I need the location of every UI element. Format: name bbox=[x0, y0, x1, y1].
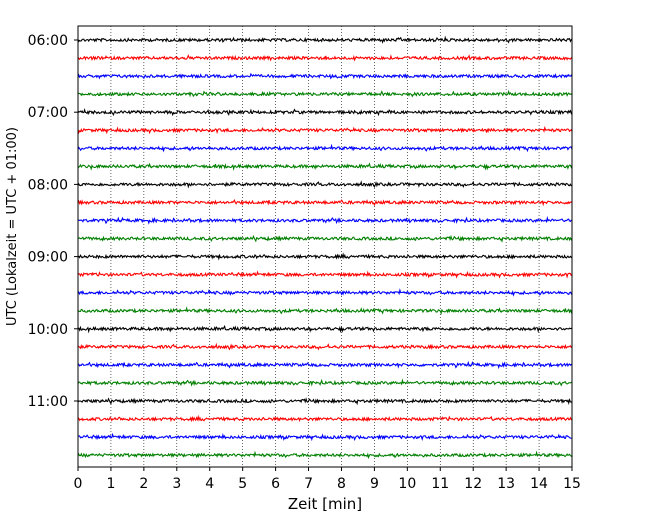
x-tick-label: 3 bbox=[172, 476, 181, 492]
x-tick-label: 10 bbox=[398, 476, 416, 492]
x-tick-label: 8 bbox=[337, 476, 346, 492]
seismic-traces bbox=[77, 35, 573, 460]
x-tick-label: 13 bbox=[497, 476, 515, 492]
trace-line bbox=[77, 378, 573, 387]
y-tick-label: 08:00 bbox=[28, 177, 68, 193]
plot-frame bbox=[77, 25, 573, 468]
trace-line bbox=[77, 414, 573, 423]
trace-line bbox=[77, 199, 573, 207]
trace-line bbox=[77, 180, 573, 189]
trace-line bbox=[77, 270, 573, 279]
x-tick-label: 11 bbox=[431, 476, 449, 492]
x-tick-label: 5 bbox=[238, 476, 247, 492]
x-tick-label: 14 bbox=[530, 476, 548, 492]
x-tick-label: 12 bbox=[464, 476, 482, 492]
trace-line bbox=[77, 252, 573, 261]
x-tick-label: 2 bbox=[139, 476, 148, 492]
trace-line bbox=[77, 306, 573, 316]
y-tick-label: 11:00 bbox=[28, 394, 68, 410]
y-tick-label: 06:00 bbox=[28, 33, 68, 49]
y-tick-label: 07:00 bbox=[28, 105, 68, 121]
trace-line bbox=[77, 432, 573, 442]
x-tick-label: 0 bbox=[74, 476, 83, 492]
trace-line bbox=[77, 215, 573, 225]
x-axis-label: Zeit [min] bbox=[288, 495, 362, 513]
trace-line bbox=[77, 35, 573, 44]
trace-line bbox=[77, 234, 573, 243]
y-tick-label: 10:00 bbox=[28, 322, 68, 338]
trace-line bbox=[77, 342, 573, 351]
trace-line bbox=[77, 107, 573, 117]
trace-line bbox=[77, 288, 573, 297]
trace-line bbox=[77, 125, 573, 135]
trace-line bbox=[77, 450, 573, 460]
x-tick-label: 9 bbox=[370, 476, 379, 492]
y-tick-label: 09:00 bbox=[28, 250, 68, 266]
x-tick-label: 1 bbox=[106, 476, 115, 492]
trace-line bbox=[77, 54, 573, 62]
x-tick-label: 4 bbox=[205, 476, 214, 492]
trace-line bbox=[77, 162, 573, 172]
x-tick-label: 6 bbox=[271, 476, 280, 492]
x-tick-label: 7 bbox=[304, 476, 313, 492]
x-axis-ticks: 0 1 2 3 4 5 6 7 8 9 10 11 12 13 14 15 bbox=[74, 467, 581, 492]
x-tick-label: 15 bbox=[563, 476, 581, 492]
trace-line bbox=[77, 397, 573, 406]
trace-line bbox=[77, 72, 573, 80]
trace-line bbox=[77, 360, 573, 370]
trace-line bbox=[77, 143, 573, 153]
trace-line bbox=[77, 89, 573, 98]
y-axis-label: UTC (Lokalzeit = UTC + 01:00) bbox=[5, 127, 20, 326]
y-axis-ticks: 06:00 07:00 08:00 09:00 10:00 11:00 bbox=[28, 33, 78, 410]
trace-line bbox=[77, 324, 573, 334]
